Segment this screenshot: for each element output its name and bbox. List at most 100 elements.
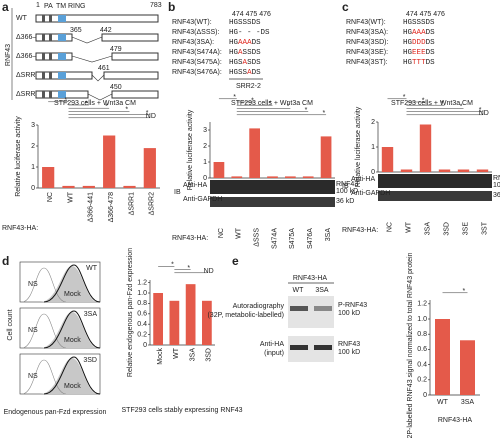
shape bbox=[35, 14, 159, 23]
bar bbox=[438, 169, 451, 172]
x-tick-label: WT bbox=[173, 347, 180, 359]
mock-label: Mock bbox=[64, 383, 81, 390]
domain-label: TM bbox=[56, 3, 66, 10]
label: Anti-GAPDH bbox=[351, 190, 390, 197]
y-tick-label: 0.8 bbox=[137, 300, 147, 307]
label: (input) bbox=[264, 350, 284, 357]
hist-label: 3SD bbox=[83, 357, 97, 364]
motif-label: SRR2-2 bbox=[236, 83, 261, 90]
label: 36 kD bbox=[336, 198, 354, 205]
significance: * bbox=[441, 101, 444, 108]
sequence: HGDDDDS bbox=[403, 39, 435, 47]
label: IB bbox=[342, 183, 349, 190]
bar bbox=[123, 185, 136, 188]
y-tick-label: 0 bbox=[371, 169, 375, 176]
x-tick-label: NC bbox=[218, 228, 225, 238]
residue: D bbox=[412, 39, 417, 47]
y-tick-label: 1 bbox=[31, 164, 35, 171]
y-tick-label: 1.2 bbox=[137, 279, 147, 286]
row-label: RNF43(WT): bbox=[172, 19, 212, 26]
significance: * bbox=[479, 107, 482, 114]
residue: G bbox=[408, 39, 413, 47]
residue: D bbox=[252, 59, 257, 67]
x-tick-label: NC bbox=[386, 222, 393, 232]
shape bbox=[35, 52, 73, 61]
bar bbox=[185, 284, 196, 345]
y-tick-label: 0.8 bbox=[417, 331, 427, 338]
row-label: RNF43(S474A): bbox=[172, 49, 222, 56]
label: Anti-GAPDH bbox=[183, 196, 222, 203]
row-label: RNF43(S476A): bbox=[172, 69, 222, 76]
shape bbox=[42, 72, 45, 79]
y-tick-label: 0.2 bbox=[137, 331, 147, 338]
residue: S bbox=[430, 49, 435, 57]
residue: A bbox=[243, 39, 248, 47]
hist-mock bbox=[40, 266, 98, 302]
x-tick-label: 3SA bbox=[325, 228, 332, 242]
bar bbox=[460, 340, 475, 395]
residue: D bbox=[252, 49, 257, 57]
y-tick-label: 0 bbox=[143, 342, 147, 349]
residue: A bbox=[412, 29, 417, 37]
x-tick-label: 3SD bbox=[206, 348, 213, 362]
residue: H bbox=[229, 59, 234, 67]
y-tick-label: 1 bbox=[203, 159, 207, 166]
residue: A bbox=[417, 29, 422, 37]
panel-label: c bbox=[342, 0, 349, 14]
label: IB bbox=[174, 189, 181, 196]
bar bbox=[249, 128, 260, 178]
shape bbox=[58, 91, 66, 98]
bar bbox=[153, 293, 163, 345]
significance: * bbox=[85, 100, 88, 107]
y-tick-label: 2 bbox=[203, 143, 207, 150]
shape bbox=[35, 33, 73, 42]
x-tick-label: ΔSSS bbox=[253, 228, 260, 247]
bar bbox=[213, 162, 225, 178]
residue: G bbox=[234, 49, 239, 57]
label: 479 bbox=[110, 46, 122, 53]
label: Anti-HA bbox=[183, 182, 207, 189]
label: 100 kD bbox=[338, 349, 360, 356]
deletion bbox=[87, 93, 113, 101]
x-tick-label: S476A bbox=[307, 228, 314, 249]
x-tick-label: 3SA bbox=[461, 399, 475, 406]
residue: H bbox=[229, 49, 234, 57]
residue: H bbox=[403, 29, 408, 37]
label: 450 bbox=[110, 84, 122, 91]
significance: * bbox=[171, 262, 174, 269]
residue: D bbox=[426, 59, 431, 67]
shape bbox=[42, 91, 45, 98]
bar bbox=[400, 169, 413, 172]
residue: D bbox=[252, 69, 257, 77]
panel-label: d bbox=[2, 254, 9, 268]
row-label: RNF43(ΔSSS): bbox=[172, 29, 220, 36]
blot-band bbox=[290, 306, 308, 311]
significance: * bbox=[463, 288, 466, 295]
bar bbox=[457, 169, 470, 172]
residue: D bbox=[252, 39, 257, 47]
significance: * bbox=[146, 110, 149, 117]
panel-label: a bbox=[2, 0, 9, 14]
label: 3SA bbox=[315, 287, 329, 294]
bar bbox=[169, 300, 180, 345]
x-tick-label: ΔSRR2 bbox=[149, 192, 156, 215]
x-tick-label: 3SA bbox=[424, 222, 431, 236]
label: 461 bbox=[98, 65, 110, 72]
label: Autoradiography bbox=[233, 303, 285, 310]
label: 365 bbox=[70, 27, 82, 34]
y-tick-label: 0.2 bbox=[417, 377, 427, 384]
significance: ND bbox=[204, 268, 214, 275]
bar bbox=[267, 176, 278, 178]
significance: * bbox=[125, 107, 128, 114]
residue: D bbox=[426, 39, 431, 47]
y-tick-label: 0.4 bbox=[417, 361, 427, 368]
construct-label: ΔSRR1 bbox=[16, 72, 39, 79]
x-tick-label: WT bbox=[236, 227, 243, 239]
residue: D bbox=[426, 49, 431, 57]
residue: A bbox=[247, 39, 252, 47]
bar bbox=[476, 169, 489, 172]
blot bbox=[288, 296, 334, 328]
row-label: RNF43(3SE): bbox=[346, 49, 388, 56]
hist-ns bbox=[21, 267, 67, 303]
sequence: HGAAADS bbox=[229, 39, 261, 47]
